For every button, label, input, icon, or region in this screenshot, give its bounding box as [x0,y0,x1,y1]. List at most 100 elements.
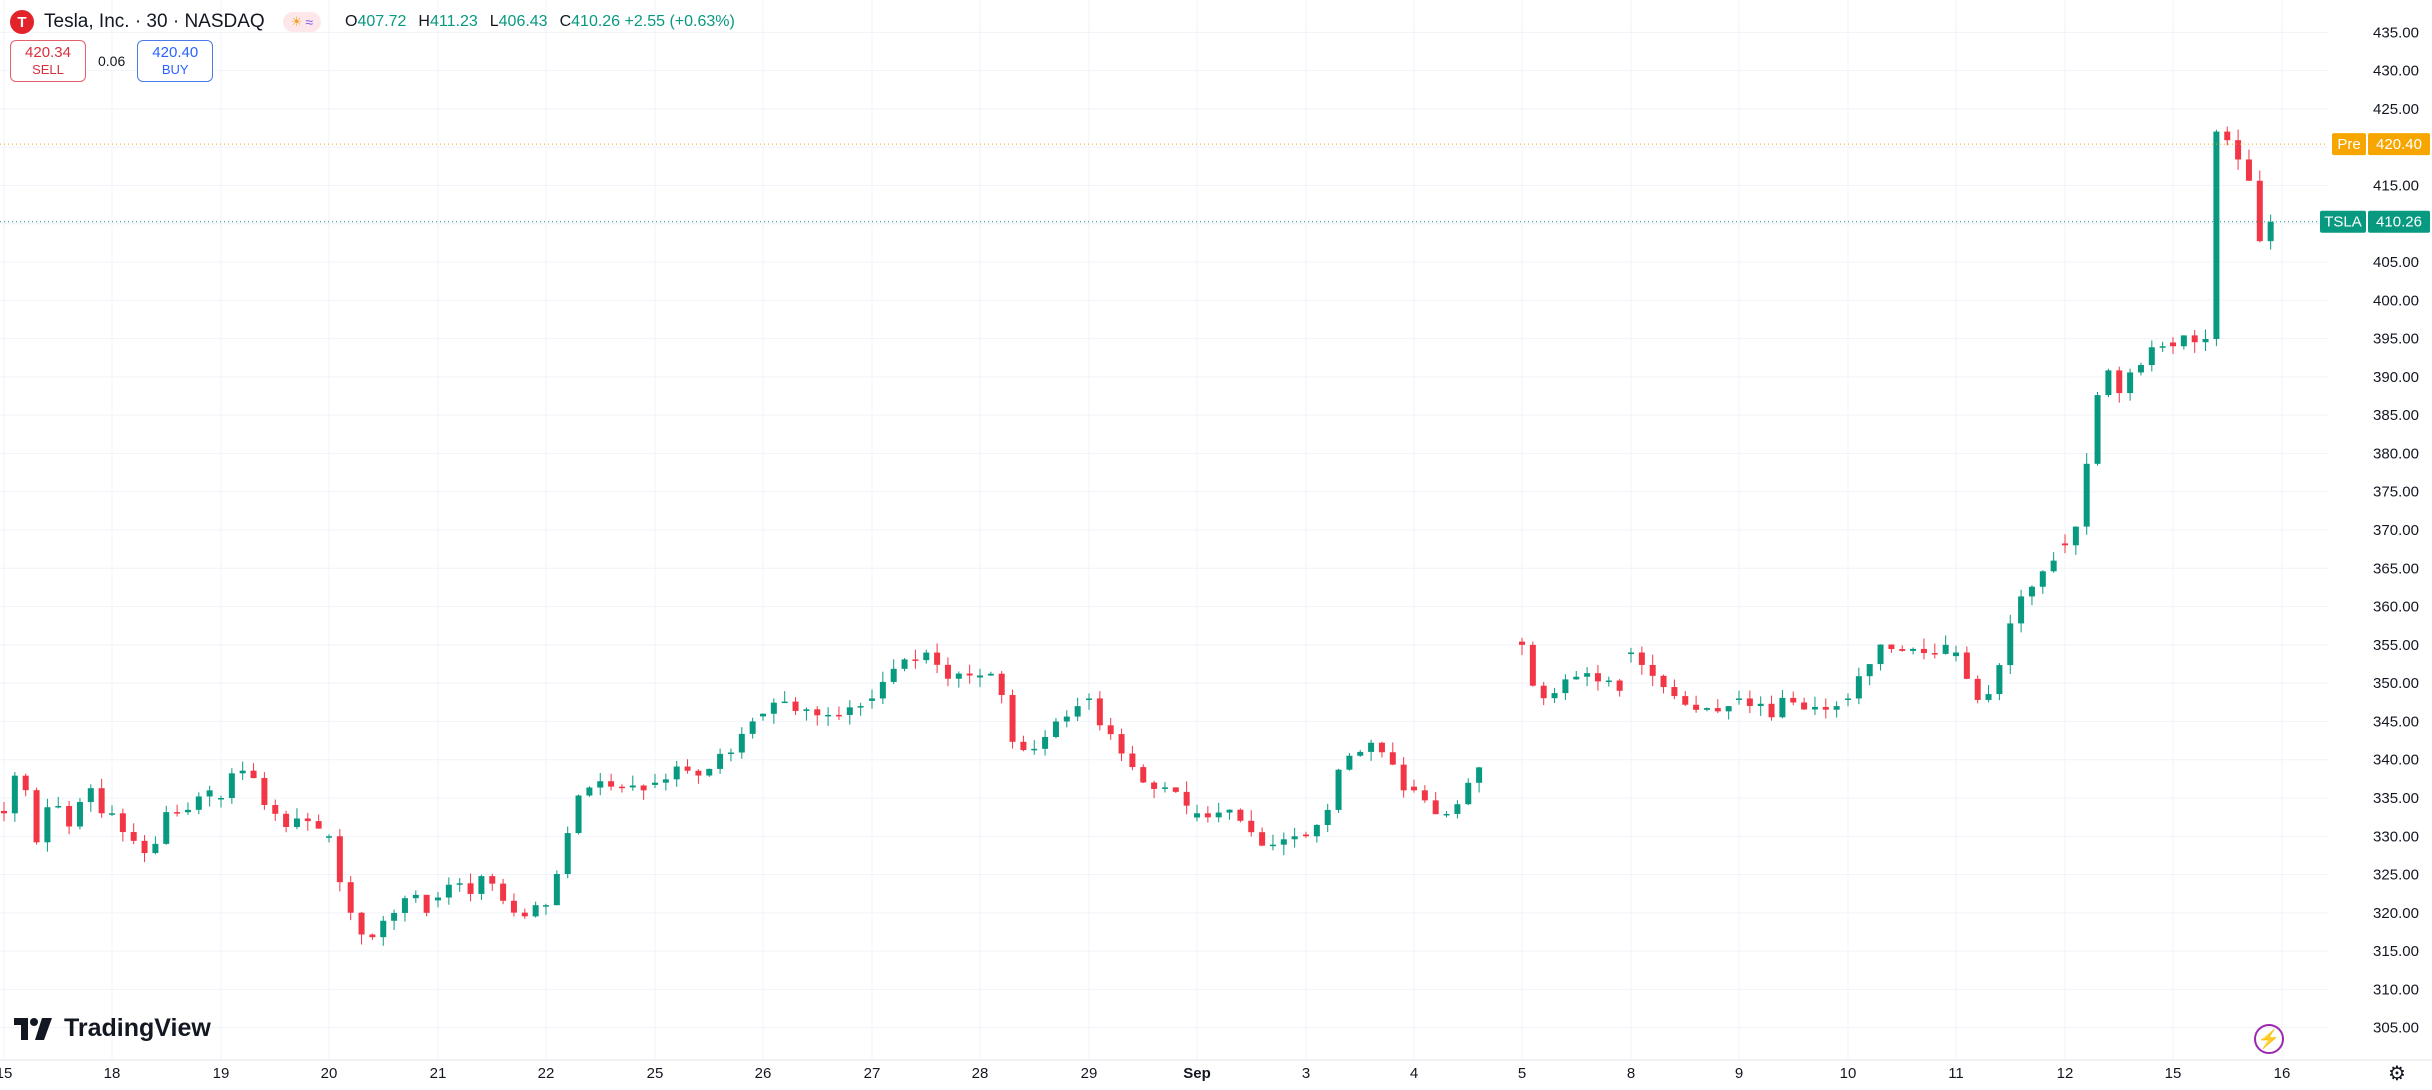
y-tick-label: 350.00 [2373,675,2419,692]
y-tick-label: 315.00 [2373,943,2419,960]
marker-label: TSLA [2324,214,2362,231]
gear-icon[interactable]: ⚙ [2388,1062,2406,1085]
candle-body [1443,813,1450,816]
session-pill[interactable]: ☀ ≈ [282,12,322,32]
y-tick-label: 430.00 [2373,63,2419,80]
candle-body [977,675,983,678]
x-tick-label: 4 [1410,1065,1418,1082]
candle-body [629,785,636,788]
candle-body [2083,463,2090,527]
symbol-title[interactable]: Tesla, Inc. · 30 · NASDAQ [44,11,265,32]
candle-body [1845,698,1851,700]
candle-body [825,714,832,717]
candle-body [662,779,669,783]
candle-body [1389,752,1396,765]
candle-body [1660,675,1667,688]
marker-value-bg [2368,210,2430,233]
candle-body [44,807,51,843]
candle-body [272,805,279,814]
candle-body [1519,641,1525,645]
candle-body [1833,706,1840,710]
chart-grid [0,0,2432,1061]
x-tick-label: 5 [1518,1065,1526,1082]
y-tick-label: 405.00 [2373,254,2419,271]
candle-body [1693,704,1700,710]
buy-button[interactable]: 420.40 BUY [137,40,214,82]
y-tick-label: 435.00 [2373,24,2419,41]
ohlc-close: C410.26 +2.55 (+0.63%) [559,13,735,30]
candle-body [781,701,788,704]
candle-body [22,775,29,791]
candle-body [706,768,713,776]
candle-body [1779,697,1786,718]
bolt-icon[interactable]: ⚡ [2254,1024,2284,1054]
candle-body [1920,648,1927,654]
candle-body [1432,800,1439,815]
trade-panel: 420.34 SELL 0.06 420.40 BUY [10,40,214,82]
y-tick-label: 365.00 [2373,560,2419,577]
tradingview-mark-icon [14,1017,52,1040]
candle-body [1671,687,1678,697]
x-tick-label: 26 [755,1065,772,1082]
candle-body [1822,706,1829,710]
candle-body [2039,571,2046,587]
candle-body [478,876,485,894]
candle-body [1746,698,1753,707]
y-tick-label: 325.00 [2373,867,2419,884]
candle-body [2062,543,2068,546]
candle-body [1172,787,1179,792]
x-tick-label: 28 [972,1065,989,1082]
candle-body [846,707,853,715]
ohlc-low: L406.43 [489,13,548,30]
candle-body [586,787,593,796]
candle-body [2180,335,2187,347]
price-lines [0,143,2328,223]
x-tick-label: 8 [1627,1065,1635,1082]
candle-body [1540,685,1547,699]
marker-label: Pre [2337,136,2360,153]
candle-body [727,752,734,755]
candle-body [1421,790,1428,801]
sell-price: 420.34 [25,44,71,61]
y-tick-label: 360.00 [2373,599,2419,616]
candle-body [717,753,724,769]
candle-body [1020,741,1027,751]
candle-body [2072,526,2079,546]
candle-body [1204,813,1211,818]
candle-body [2202,339,2209,343]
candle-body [218,797,224,800]
candle-body [2159,346,2166,348]
candle-body [1573,676,1580,680]
x-tick-label: 3 [1302,1065,1310,1082]
spread-value: 0.06 [98,53,126,69]
candle-body [1313,824,1320,837]
candle-body [195,796,202,810]
candle-body [1953,652,1959,657]
candle-body [1280,839,1287,845]
sell-button[interactable]: 420.34 SELL [10,40,86,82]
price-marker-pre: Pre 420.40 [2332,133,2430,156]
candle-body [1031,748,1038,751]
candle-body [347,882,354,913]
candle-body [1454,804,1461,814]
tesla-logo[interactable]: T [10,10,34,34]
ohlc-open: O407.72 [345,13,407,30]
candle-body [1529,644,1536,686]
candle-body [814,709,821,716]
tradingview-logo[interactable]: TradingView [14,1014,211,1043]
candle-body [261,778,268,806]
y-tick-label: 400.00 [2373,292,2419,309]
x-tick-label: 22 [538,1065,555,1082]
candle-body [1790,697,1797,703]
candle-body [1996,665,2003,695]
candle-body [1628,652,1634,655]
candle-body [640,785,647,791]
candle-body [1063,716,1070,722]
candle-body [2245,159,2252,181]
candle-body [2267,221,2274,242]
y-tick-label: 390.00 [2373,369,2419,386]
x-tick-label: 29 [1081,1065,1098,1082]
candle-body [206,790,213,797]
candle-body [901,659,908,669]
